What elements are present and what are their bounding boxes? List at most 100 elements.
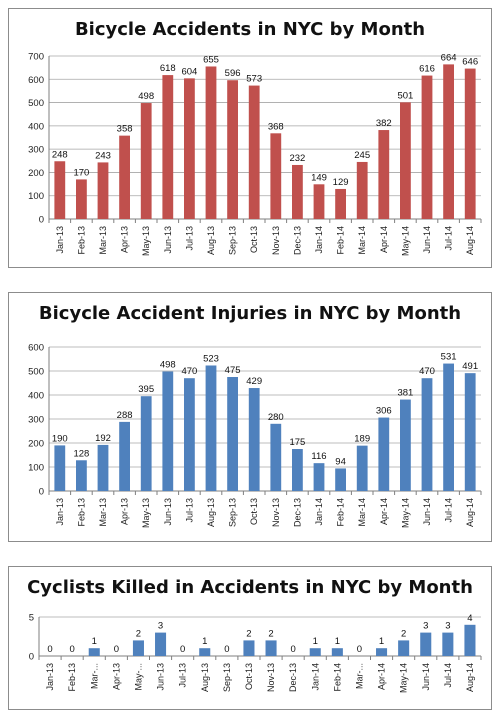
data-label: 149 xyxy=(311,172,327,183)
bar xyxy=(119,135,130,219)
y-tick-label: 400 xyxy=(28,391,44,402)
bar xyxy=(205,66,217,219)
bar xyxy=(421,75,433,219)
data-label: 175 xyxy=(289,437,305,448)
x-tick-label: Jul-14 xyxy=(444,498,454,523)
x-tick-label: Aug-14 xyxy=(465,663,475,692)
bar xyxy=(313,184,325,219)
data-label: 129 xyxy=(333,177,349,188)
y-tick-label: 400 xyxy=(28,121,44,132)
data-label: 498 xyxy=(160,359,176,370)
x-tick-label: May-... xyxy=(133,663,143,691)
data-label: 498 xyxy=(138,91,154,102)
chart-svg: 0 100 200 300 400 500 600 190 Jan-13 128 Feb-13 192… xyxy=(28,343,482,528)
bar xyxy=(248,85,260,219)
x-tick-label: May-13 xyxy=(141,226,151,256)
chart-svg: 0 100 200 300 400 500 600 700 248 Jan-13 170 Feb-13… xyxy=(28,52,482,256)
bar xyxy=(76,179,87,219)
data-label: 2 xyxy=(401,628,406,639)
x-tick-label: Oct-13 xyxy=(249,226,259,253)
data-label: 3 xyxy=(158,621,163,632)
bar xyxy=(76,460,87,491)
data-label: 0 xyxy=(70,644,75,655)
data-label: 245 xyxy=(354,150,370,161)
chart-title: Bicycle Accident Injuries in NYC by Mont… xyxy=(38,303,462,324)
data-label: 280 xyxy=(268,412,284,423)
bar xyxy=(205,365,217,491)
bar xyxy=(464,624,476,656)
data-label: 382 xyxy=(376,118,392,129)
bar xyxy=(309,648,321,656)
data-label: 248 xyxy=(52,149,68,160)
bar xyxy=(400,102,411,219)
data-label: 128 xyxy=(73,448,89,459)
data-label: 381 xyxy=(397,388,413,399)
x-tick-label: Sep-13 xyxy=(222,663,232,692)
data-label: 192 xyxy=(95,433,111,444)
bar xyxy=(162,75,174,219)
bar xyxy=(464,68,476,220)
bar xyxy=(132,640,144,656)
data-label: 491 xyxy=(462,361,478,372)
x-tick-label: Dec-13 xyxy=(288,663,298,692)
bar xyxy=(140,103,152,219)
data-label: 94 xyxy=(335,456,346,467)
bar xyxy=(227,80,238,220)
data-label: 501 xyxy=(397,90,413,101)
bar xyxy=(184,78,195,220)
data-label: 3 xyxy=(423,621,428,632)
x-tick-label: Mar-14 xyxy=(357,226,367,255)
x-tick-label: Sep-13 xyxy=(228,226,238,255)
x-tick-label: Apr-14 xyxy=(377,663,387,690)
bar xyxy=(265,640,277,656)
bar xyxy=(442,632,454,656)
bar xyxy=(335,188,346,219)
x-tick-label: Nov-13 xyxy=(266,663,276,692)
data-label: 616 xyxy=(419,64,435,75)
data-label: 243 xyxy=(95,150,111,161)
bar xyxy=(243,640,255,656)
x-tick-label: Jun-14 xyxy=(421,663,431,691)
x-tick-label: May-14 xyxy=(400,226,410,256)
x-tick-label: Jan-14 xyxy=(310,663,320,691)
bar xyxy=(292,449,303,491)
data-label: 470 xyxy=(419,366,435,377)
x-tick-label: Mar-... xyxy=(354,663,364,689)
data-label: 189 xyxy=(354,434,370,445)
x-tick-label: Jul-14 xyxy=(443,663,453,688)
bar xyxy=(292,164,303,219)
data-label: 358 xyxy=(117,124,133,135)
bar xyxy=(97,162,109,219)
bar xyxy=(356,161,368,219)
x-tick-label: Jun-13 xyxy=(156,663,166,691)
chart-title: Bicycle Accidents in NYC by Month xyxy=(74,19,426,40)
bar xyxy=(155,632,167,656)
x-tick-label: Feb-13 xyxy=(67,663,77,692)
data-label: 116 xyxy=(311,451,326,462)
y-tick-label: 600 xyxy=(28,75,44,86)
bar xyxy=(199,648,211,656)
x-tick-label: Mar-13 xyxy=(98,226,108,255)
data-label: 1 xyxy=(335,636,340,647)
x-tick-label: Jul-13 xyxy=(178,663,188,688)
bar xyxy=(356,445,368,491)
data-label: 596 xyxy=(225,68,241,79)
data-label: 618 xyxy=(160,63,176,74)
x-tick-label: Mar-13 xyxy=(98,498,108,527)
x-tick-label: Nov-13 xyxy=(271,226,281,255)
data-label: 232 xyxy=(289,153,305,164)
data-label: 0 xyxy=(114,644,119,655)
data-label: 0 xyxy=(47,644,52,655)
x-tick-label: Jan-14 xyxy=(314,498,324,526)
x-tick-label: Jan-13 xyxy=(55,498,65,526)
data-label: 1 xyxy=(202,636,207,647)
data-label: 2 xyxy=(136,628,141,639)
bar xyxy=(331,648,343,656)
y-tick-label: 300 xyxy=(28,145,44,156)
bar xyxy=(378,130,390,219)
bar xyxy=(378,417,390,491)
bar xyxy=(97,444,109,491)
bar xyxy=(464,373,476,491)
bar xyxy=(54,445,66,491)
bar xyxy=(162,371,174,491)
